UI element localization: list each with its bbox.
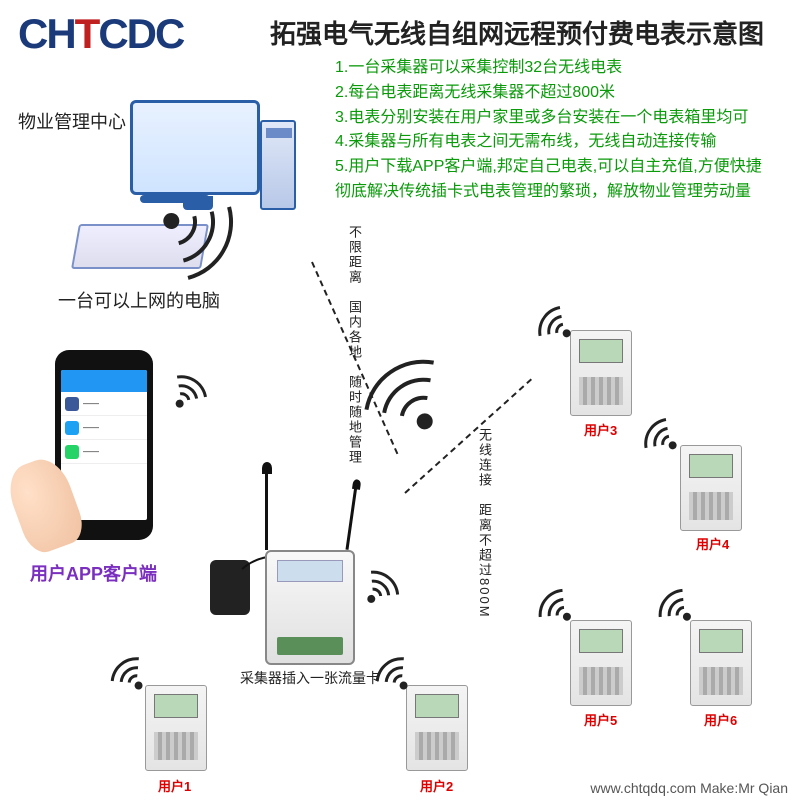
- brand-logo: CHTCDC: [18, 10, 183, 58]
- feature-2: 2.每台电表距离无线采集器不超过800米: [335, 81, 762, 106]
- feature-list: 1.一台采集器可以采集控制32台无线电表 2.每台电表距离无线采集器不超过800…: [335, 56, 762, 205]
- meter-user-label: 用户2: [420, 776, 453, 795]
- app-client-label: 用户APP客户端: [30, 560, 157, 586]
- antenna-icon: [265, 470, 268, 550]
- annotation-unlimited: 不限距离 国内各地 随时随地管理: [345, 225, 364, 465]
- pc-tower-icon: [260, 120, 296, 210]
- diagram-title: 拓强电气无线自组网远程预付费电表示意图: [270, 14, 764, 51]
- logo-part1: CH: [18, 10, 75, 57]
- meter-user-label: 用户5: [584, 710, 617, 729]
- footer-credit: www.chtqdq.com Make:Mr Qian: [590, 780, 788, 796]
- collector-device-icon: [265, 550, 355, 665]
- feature-5: 5.用户下载APP客户端,邦定自己电表,可以自主充值,方便快捷: [335, 155, 762, 180]
- feature-3: 3.电表分别安装在用户家里或多台安装在一个电表箱里均可: [335, 106, 762, 131]
- meter-user-label: 用户1: [158, 776, 191, 795]
- annotation-800m: 无线连接 距离不超过800M: [475, 428, 494, 619]
- logo-part2: T: [75, 10, 99, 57]
- feature-5b: 彻底解决传统插卡式电表管理的繁琐，解放物业管理劳动量: [335, 180, 762, 205]
- antenna-icon: [345, 485, 357, 550]
- meter-user-label: 用户4: [696, 534, 729, 553]
- feature-1: 1.一台采集器可以采集控制32台无线电表: [335, 56, 762, 81]
- collector-label: 采集器插入一张流量卡: [240, 668, 380, 688]
- feature-4: 4.采集器与所有电表之间无需布线，无线自动连接传输: [335, 130, 762, 155]
- meter-user-label: 用户3: [584, 420, 617, 439]
- pc-label: 一台可以上网的电脑: [58, 287, 220, 313]
- meter-user-label: 用户6: [704, 710, 737, 729]
- logo-part3: CDC: [98, 10, 183, 57]
